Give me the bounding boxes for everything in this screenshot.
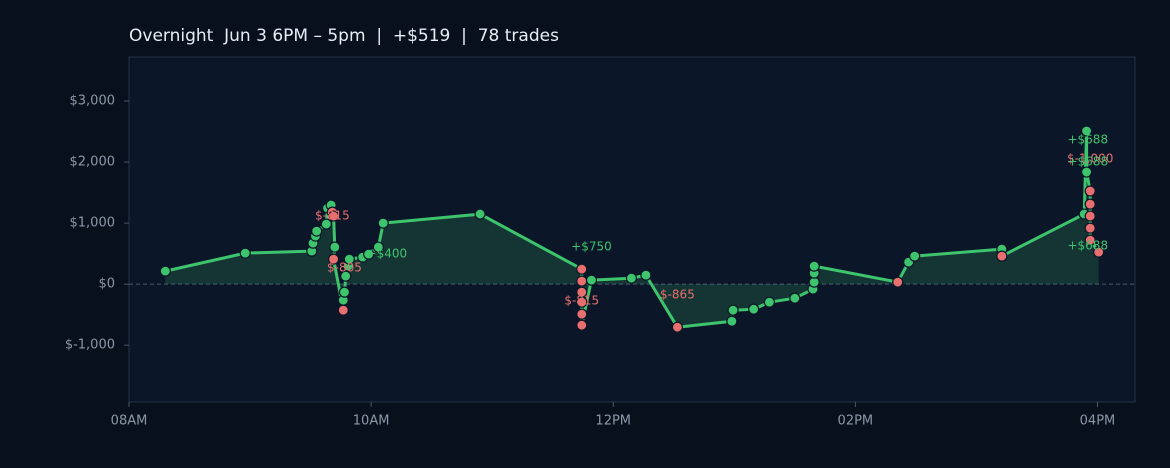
- trade-point: [671, 321, 683, 333]
- x-tick-label: 12PM: [595, 414, 631, 429]
- annotation: $-805: [327, 261, 362, 275]
- trade-point: [789, 292, 801, 304]
- annotation: $-865: [660, 288, 695, 302]
- trade-point: [625, 272, 637, 284]
- trade-point: [576, 263, 588, 275]
- trade-point: [320, 218, 332, 230]
- y-tick-label: $2,000: [70, 155, 116, 170]
- trade-point: [909, 250, 921, 262]
- annotation: +$400: [367, 247, 408, 261]
- x-tick-label: 10AM: [353, 414, 390, 429]
- trade-point: [338, 286, 351, 298]
- trade-point: [474, 208, 486, 220]
- trade-point: [1084, 185, 1096, 197]
- x-tick-label: 04PM: [1080, 414, 1116, 429]
- trade-point: [640, 269, 652, 281]
- trade-point: [727, 304, 739, 316]
- area: [165, 131, 1099, 328]
- trade-point: [576, 319, 588, 331]
- trade-point: [327, 253, 340, 265]
- plot-area: [128, 56, 1136, 403]
- trade-point: [343, 253, 355, 265]
- trade-point: [576, 308, 588, 320]
- y-tick-label: $3,000: [70, 93, 116, 108]
- annotation: +$688: [1067, 155, 1108, 169]
- trade-point: [239, 247, 251, 259]
- trade-point: [377, 217, 389, 229]
- y-tick-label: $0: [98, 277, 115, 292]
- annotation: +$688: [1067, 132, 1108, 146]
- x-tick-label: 08AM: [111, 414, 148, 429]
- trade-point: [763, 296, 776, 308]
- trade-point: [576, 296, 588, 308]
- y-tick-label: $-1,000: [65, 338, 115, 353]
- trade-point: [726, 315, 738, 327]
- trade-point: [1084, 210, 1096, 222]
- trade-point: [1080, 166, 1093, 178]
- trade-point: [996, 250, 1008, 262]
- trade-point: [1084, 234, 1096, 246]
- trade-point: [372, 241, 384, 253]
- trade-point: [576, 275, 588, 287]
- trade-point: [1084, 198, 1096, 210]
- annotation: +$688: [1067, 239, 1108, 253]
- trade-point: [159, 265, 171, 277]
- trade-point: [327, 210, 340, 222]
- annotation: $-815: [315, 209, 350, 223]
- trade-point: [337, 304, 349, 316]
- trade-point: [311, 225, 323, 237]
- x-tick-label: 02PM: [838, 414, 874, 429]
- trade-point: [1080, 125, 1093, 137]
- chart-title: Overnight Jun 3 6PM – 5pm | +$519 | 78 t…: [129, 26, 559, 46]
- y-tick-label: $1,000: [70, 216, 116, 231]
- trade-point: [1084, 222, 1096, 234]
- trade-point: [363, 248, 375, 260]
- annotation: $-815: [564, 294, 599, 308]
- annotation: $-1,000: [1067, 152, 1113, 166]
- trade-point: [329, 241, 341, 253]
- annotation: +$750: [571, 240, 612, 254]
- trade-point: [585, 274, 598, 286]
- trade-point: [1093, 246, 1105, 258]
- trade-point: [808, 260, 820, 272]
- trade-point: [892, 276, 904, 288]
- trade-point: [748, 303, 760, 315]
